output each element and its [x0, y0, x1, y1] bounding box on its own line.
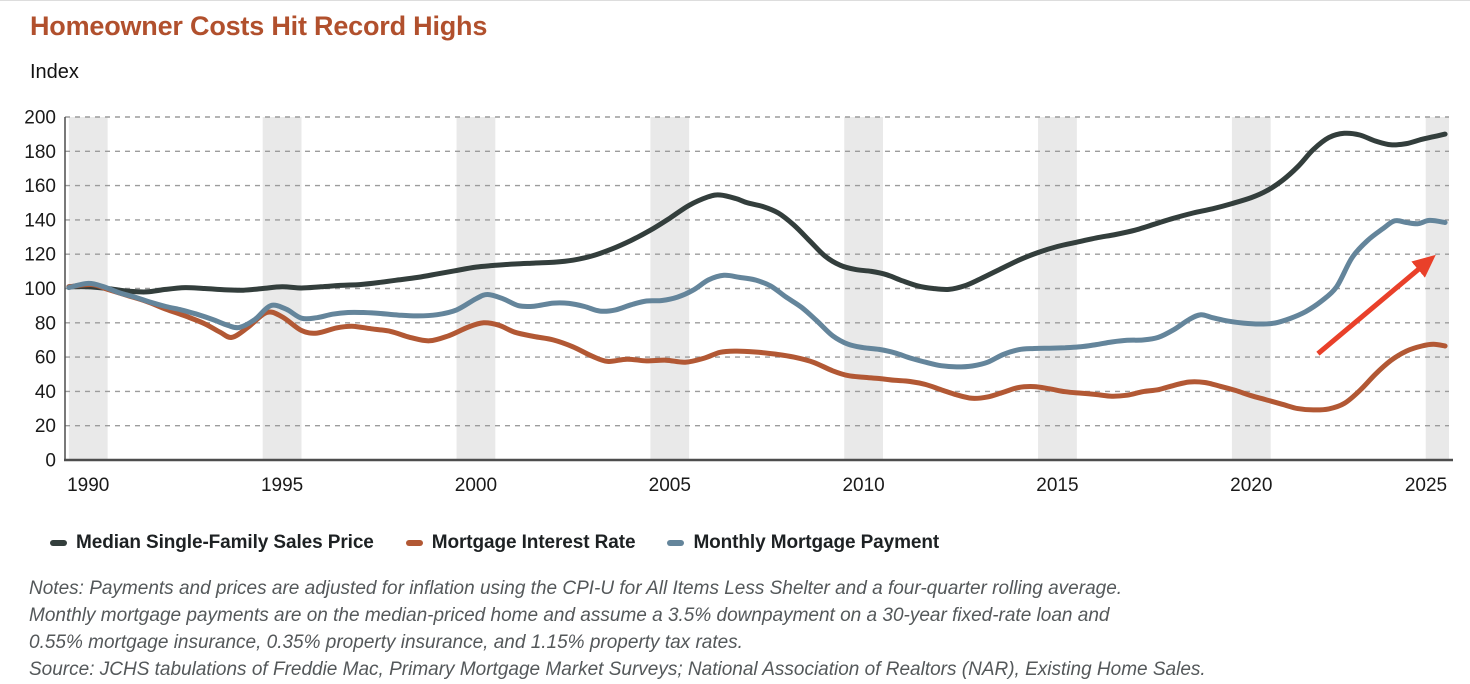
y-tick-label: 200: [24, 108, 56, 129]
note-line: Source: JCHS tabulations of Freddie Mac,…: [29, 659, 1206, 680]
growth-arrow: [1316, 254, 1436, 356]
y-tick-label: 120: [24, 245, 56, 266]
legend-label: Monthly Mortgage Payment: [693, 532, 940, 553]
note-line: 0.55% mortgage insurance, 0.35% property…: [29, 632, 743, 653]
note-line: Monthly mortgage payments are on the med…: [29, 605, 1110, 626]
x-tick-label: 2000: [455, 475, 497, 496]
y-tick-label: 60: [35, 348, 56, 369]
series-line-median-single-family-sales-price: [66, 130, 1448, 295]
x-tick-label: 2010: [842, 475, 884, 496]
x-tick-label: 2005: [649, 475, 691, 496]
x-tick-label: 2020: [1230, 475, 1272, 496]
legend-swatch-icon: [50, 540, 67, 546]
y-tick-label: 80: [35, 313, 56, 334]
chart-notes: Notes: Payments and prices are adjusted …: [29, 575, 1459, 683]
x-tick-label: 2025: [1405, 475, 1447, 496]
legend-label: Mortgage Interest Rate: [431, 532, 636, 553]
legend-item-mortgage-interest-rate: Mortgage Interest Rate: [405, 532, 636, 554]
legend-item-monthly-mortgage-payment: Monthly Mortgage Payment: [667, 532, 939, 554]
y-tick-label: 20: [35, 416, 56, 437]
series-line-monthly-mortgage-payment: [66, 217, 1448, 370]
y-tick-label: 160: [24, 176, 56, 197]
y-tick-label: 0: [45, 451, 56, 472]
x-tick-label: 1990: [67, 475, 109, 496]
chart-title: Homeowner Costs Hit Record Highs: [30, 11, 488, 41]
y-tick-label: 140: [24, 210, 56, 231]
legend-swatch-icon: [667, 540, 685, 546]
legend-label: Median Single-Family Sales Price: [76, 532, 374, 553]
note-line: Notes: Payments and prices are adjusted …: [29, 578, 1123, 599]
y-tick-label: 100: [24, 279, 56, 300]
series-line-mortgage-interest-rate: [66, 282, 1448, 413]
legend-swatch-icon: [405, 540, 423, 546]
x-tick-label: 2015: [1036, 475, 1078, 496]
line-chart-canvas: 0 20 40 60 80 100 120 140 160 180 200 1990 1995 2000 2…: [24, 108, 1453, 496]
y-axis-unit-label: Index: [30, 61, 79, 83]
legend-item-median-single-family-sales-price: Median Single-Family Sales Price: [50, 532, 374, 554]
x-tick-label: 1995: [261, 475, 303, 496]
y-tick-label: 40: [35, 382, 56, 403]
chart-legend: Median Single-Family Sales Price Mortgage…: [50, 532, 939, 554]
y-tick-label: 180: [24, 142, 56, 163]
